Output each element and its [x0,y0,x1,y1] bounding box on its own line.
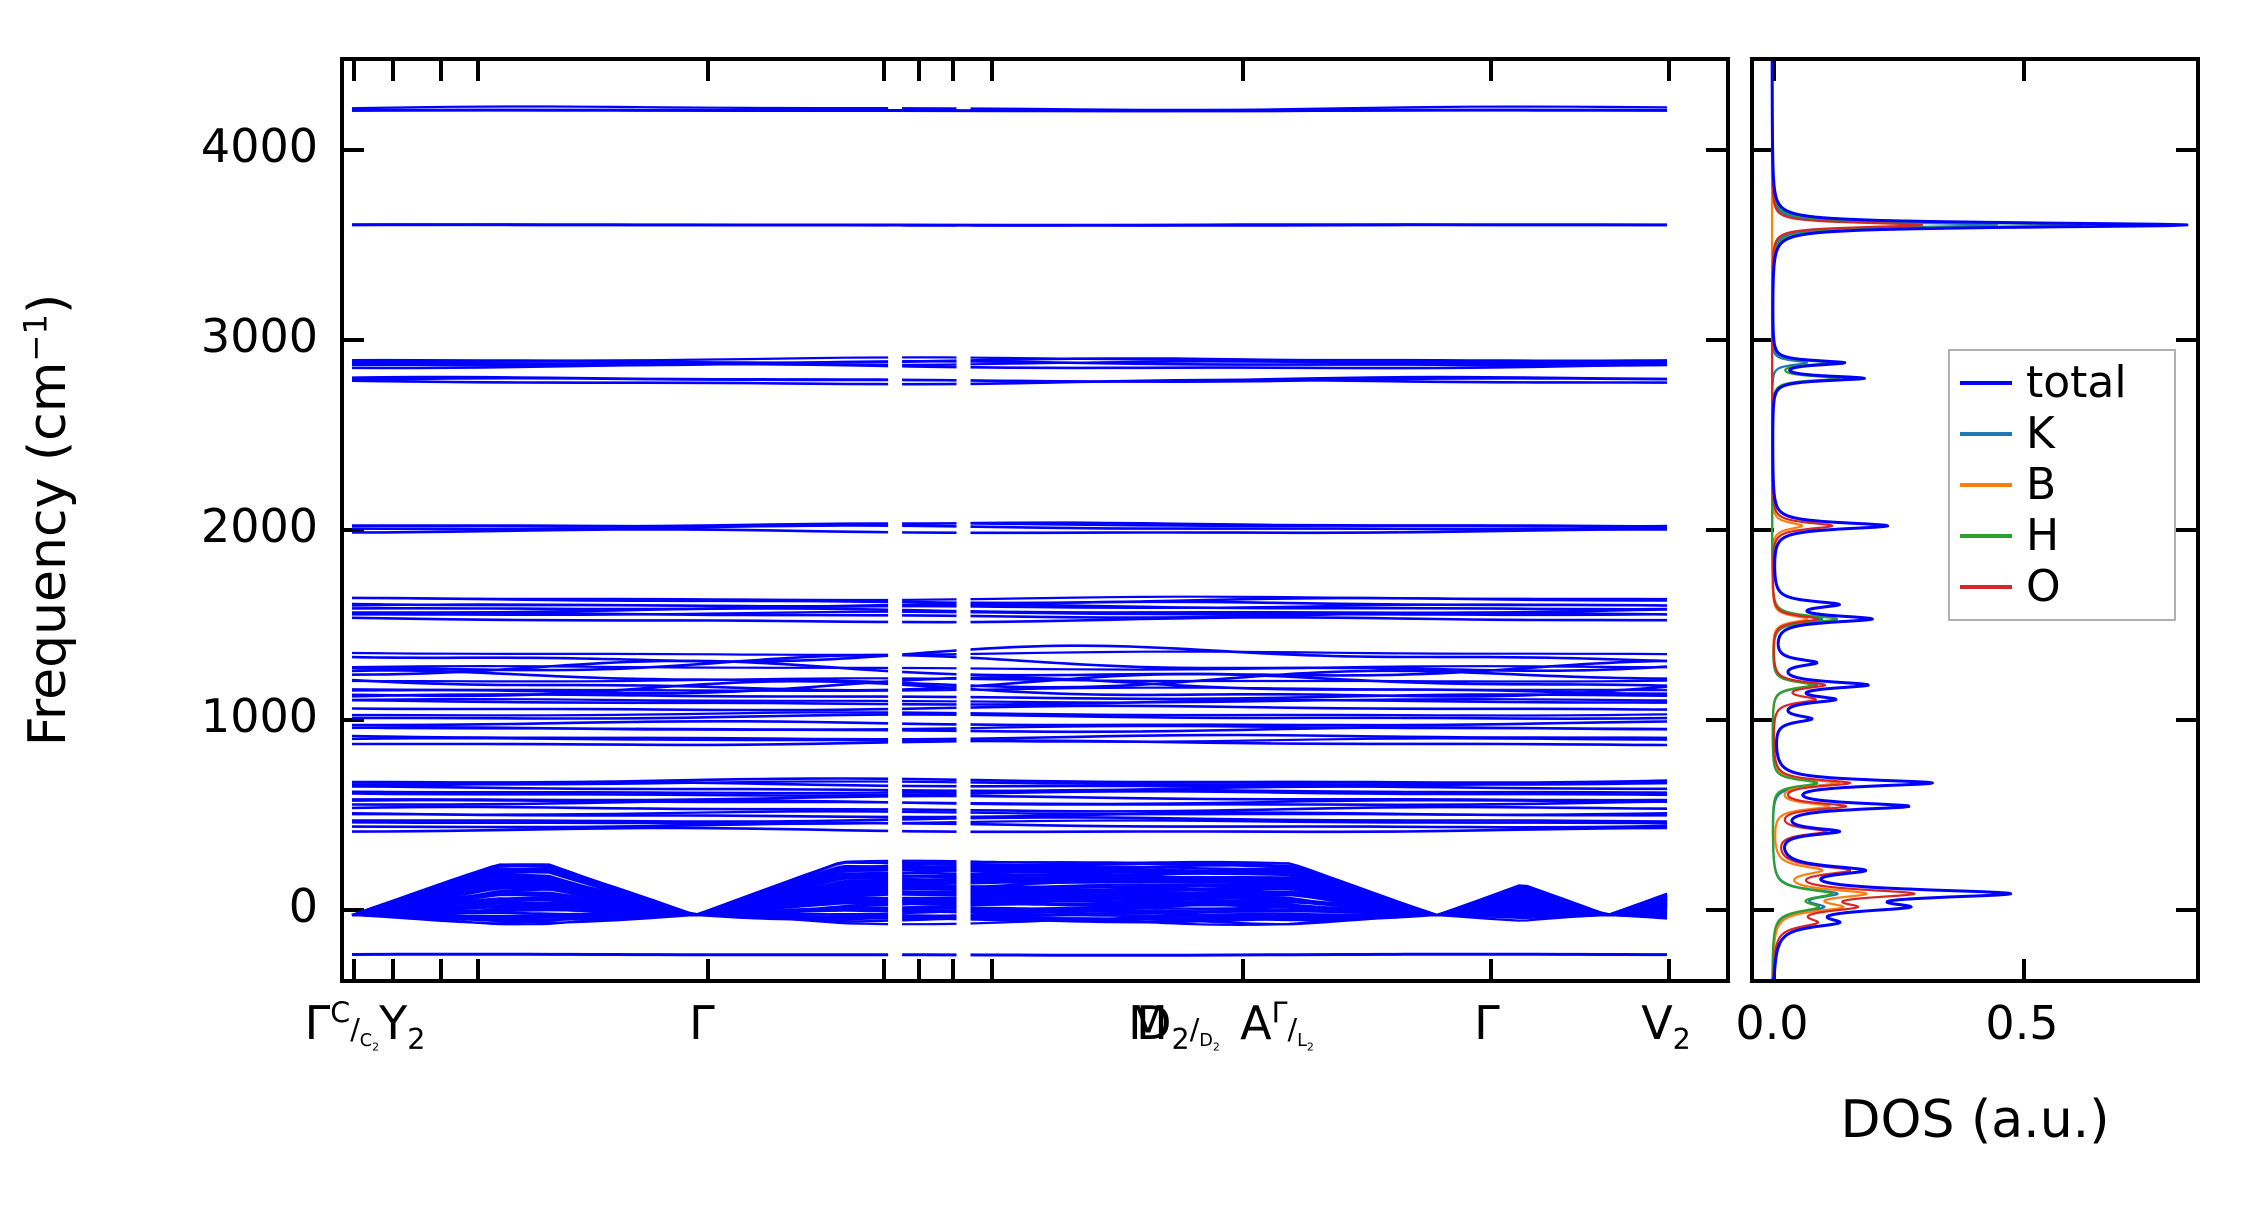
dos-x-tick-top-0.0 [1772,61,1776,81]
y-tick-4000 [344,148,364,152]
x-tick-M2 [882,959,886,979]
x-tick-label-D-D2: D2/D2 [1136,996,1220,1057]
dos-y-tick-right-3000 [2176,338,2196,342]
x-tick-label-gamma-C-C2-Y2: ΓC/C2Y2 [304,996,426,1057]
dos-y-tick-3000 [1754,338,1774,342]
dos-curves-clip [1754,61,2196,979]
dos-y-tick-2000 [1754,528,1774,532]
y-tick-right-3000 [1706,338,1726,342]
legend-swatch-K [1960,431,2012,436]
dos-y-tick-right-2000 [2176,528,2196,532]
y-tick-2000 [344,528,364,532]
x-tick-label-M2: M [1128,996,1168,1050]
y-tick-label-1000: 1000 [200,689,318,743]
legend-item-B[interactable]: B [1960,462,2164,508]
y-axis-title: Frequency (cm−1) [16,293,78,747]
dos-y-tick-1000 [1754,718,1774,722]
x-tick-gamma-0 [352,959,356,979]
dos-y-tick-right-1000 [2176,718,2196,722]
x-tick-top-C [391,61,395,81]
y-tick-label-3000: 3000 [200,309,318,363]
dos-x-tick-top-0.5 [2022,61,2026,81]
x-tick-L2 [1241,959,1245,979]
x-tick-V2 [1667,959,1671,979]
legend-label-H: H [2026,510,2060,562]
x-tick-top-V2 [1667,61,1671,81]
y-tick-label-0: 0 [288,879,318,933]
x-tick-top-A [990,61,994,81]
legend-swatch-B [1960,482,2012,487]
dos-x-axis-title: DOS (a.u.) [1840,1090,2110,1150]
x-tick-D [917,959,921,979]
dos-y-tick-4000 [1754,148,1774,152]
x-tick-D2 [951,959,955,979]
legend-label-O: O [2026,561,2061,613]
x-tick-top-L2 [1241,61,1245,81]
legend-label-K: K [2026,407,2055,459]
dos-y-tick-right-0 [2176,908,2196,912]
x-tick-label-V2: V2 [1641,996,1691,1057]
x-tick-top-D [917,61,921,81]
x-tick-top-Y2 [476,61,480,81]
y-tick-0 [344,908,364,912]
dos-x-tick-label-0: 0.0 [1735,996,1809,1050]
y-tick-label-4000: 4000 [200,119,318,173]
y-tick-label-2000: 2000 [200,499,318,553]
legend-item-O[interactable]: O [1960,564,2164,610]
x-tick-top-C2 [439,61,443,81]
x-tick-gamma-2 [1489,959,1493,979]
x-tick-top-gamma-0 [352,61,356,81]
x-tick-A [990,959,994,979]
x-tick-gamma-1 [706,959,710,979]
x-tick-top-gamma-2 [1489,61,1493,81]
legend-swatch-total [1960,380,2012,385]
legend-label-total: total [2026,356,2127,408]
x-tick-label-gamma-1: Γ [689,996,715,1050]
legend-item-total[interactable]: total [1960,360,2164,406]
legend-swatch-H [1960,534,2012,539]
x-tick-label-A-L2: AΓ/L2 [1240,996,1314,1054]
legend-item-K[interactable]: K [1960,411,2164,457]
x-tick-C2 [439,959,443,979]
dos-y-tick-0 [1754,908,1774,912]
legend-label-B: B [2026,458,2057,510]
x-tick-C [391,959,395,979]
band-lines-clip [344,61,1726,979]
dos-x-tick-0.5 [2022,959,2026,979]
dos-y-tick-right-4000 [2176,148,2196,152]
y-tick-1000 [344,718,364,722]
y-tick-right-1000 [1706,718,1726,722]
legend-item-H[interactable]: H [1960,513,2164,559]
legend-swatch-O [1960,585,2012,590]
dos-x-tick-label-1: 0.5 [1985,996,2059,1050]
dos-legend: total K B H O [1948,349,2176,621]
band-dispersion-curves [351,61,1668,979]
x-tick-top-D2 [951,61,955,81]
x-tick-top-gamma-1 [706,61,710,81]
x-tick-label-gamma-2: Γ [1474,996,1500,1050]
band-structure-plot-area [340,57,1730,983]
y-tick-3000 [344,338,364,342]
x-tick-Y2 [476,959,480,979]
y-tick-right-0 [1706,908,1726,912]
x-tick-top-M2 [882,61,886,81]
y-tick-right-4000 [1706,148,1726,152]
y-tick-right-2000 [1706,528,1726,532]
dos-curves [1770,61,2189,979]
